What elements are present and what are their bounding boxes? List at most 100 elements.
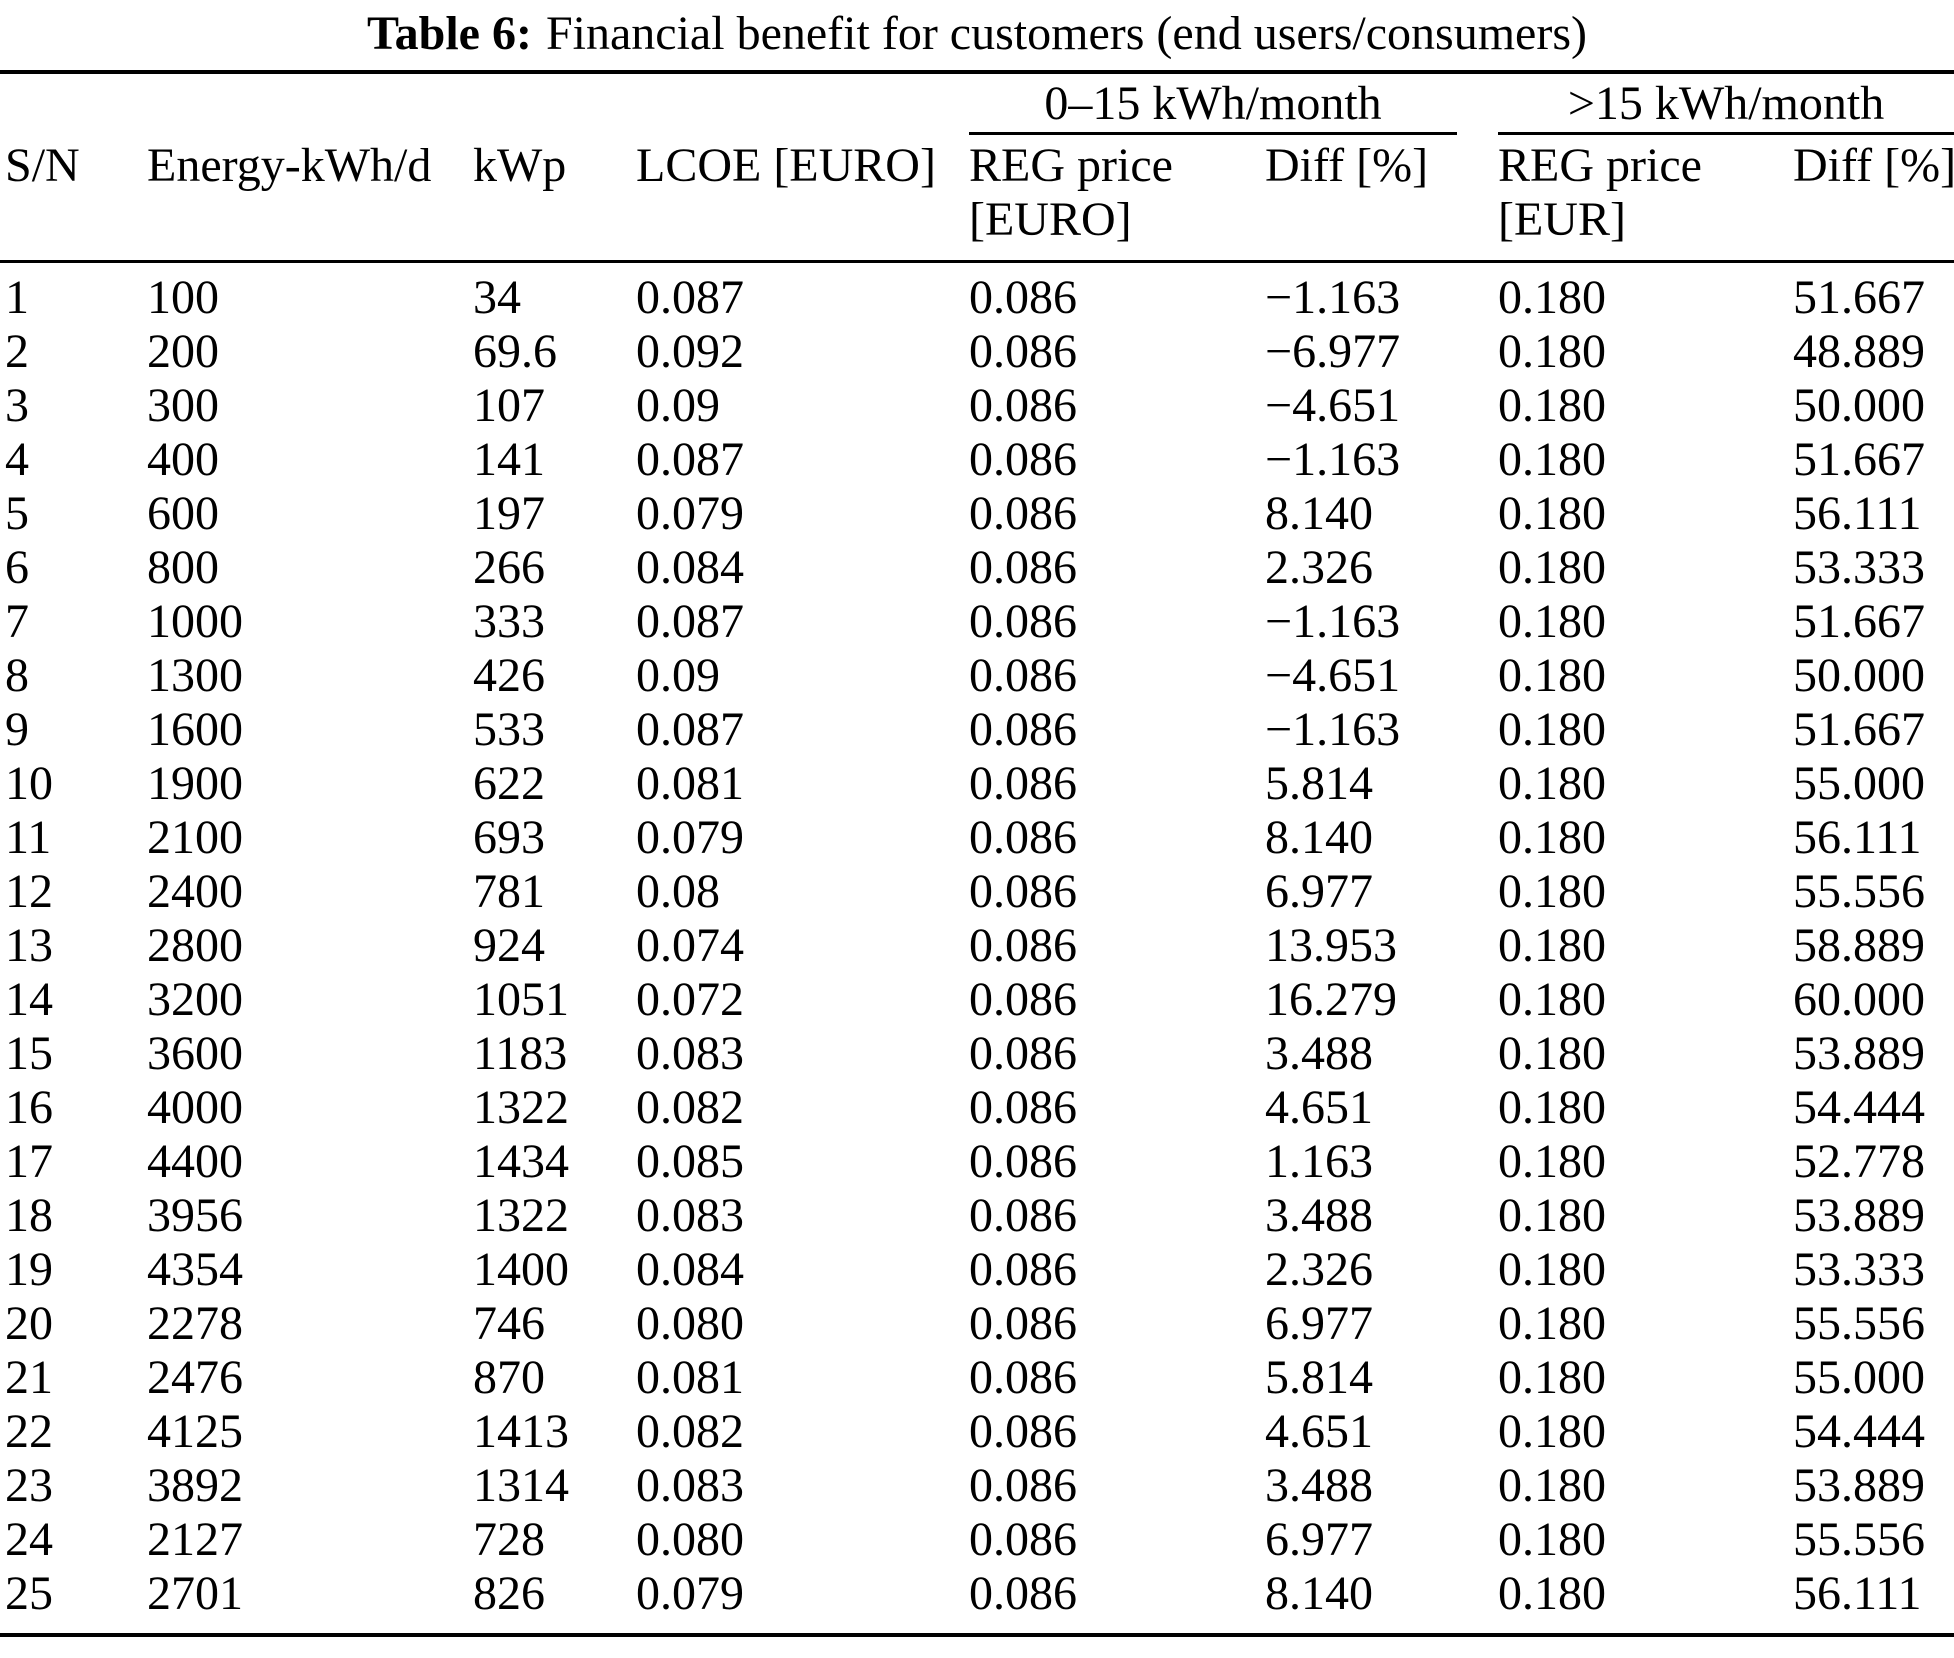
table-row: 14 3200 1051 0.072 0.086 16.279 0.180 60.000 — [0, 973, 1954, 1027]
table-cell-sn: 17 — [5, 1135, 53, 1188]
table-cell-energy: 4000 — [147, 1081, 243, 1134]
table-cell-diff-gt15: 50.000 — [1793, 649, 1925, 702]
table-cell-lcoe: 0.087 — [636, 271, 744, 324]
table-cell-lcoe: 0.082 — [636, 1405, 744, 1458]
table-cell-energy: 2476 — [147, 1351, 243, 1404]
table-cell-kwp: 746 — [473, 1297, 545, 1350]
table-cell-diff-0-15: 3.488 — [1265, 1189, 1373, 1242]
table-cell-reg-price-gt15: 0.180 — [1498, 379, 1606, 432]
table-cell-kwp: 1400 — [473, 1243, 569, 1296]
table-cell-diff-gt15: 56.111 — [1793, 487, 1922, 540]
table-cell-energy: 3200 — [147, 973, 243, 1026]
table-cell-diff-gt15: 60.000 — [1793, 973, 1925, 1026]
column-header-row: S/N Energy-kWh/d kWp LCOE [EURO] REG pri… — [0, 135, 1954, 263]
table-cell-reg-price-0-15: 0.086 — [969, 649, 1077, 702]
table-cell-kwp: 266 — [473, 541, 545, 594]
table-cell-energy: 4125 — [147, 1405, 243, 1458]
table-cell-reg-price-gt15: 0.180 — [1498, 1513, 1606, 1566]
table-cell-sn: 20 — [5, 1297, 53, 1350]
table-row: 21 2476 870 0.081 0.086 5.814 0.180 55.000 — [0, 1351, 1954, 1405]
table-cell-lcoe: 0.081 — [636, 1351, 744, 1404]
table-cell-lcoe: 0.084 — [636, 541, 744, 594]
table-cell-diff-0-15: 5.814 — [1265, 1351, 1373, 1404]
table-cell-sn: 3 — [5, 379, 29, 432]
table-cell-energy: 3600 — [147, 1027, 243, 1080]
table-cell-kwp: 870 — [473, 1351, 545, 1404]
table-cell-diff-gt15: 51.667 — [1793, 703, 1925, 756]
column-header-diff-gt15: Diff [%] — [1793, 135, 1954, 263]
table-cell-diff-0-15: 3.488 — [1265, 1459, 1373, 1512]
table-cell-diff-gt15: 56.111 — [1793, 1567, 1922, 1620]
table-body: 1 100 34 0.087 0.086 −1.163 0.180 51.667 2 200 69.… — [0, 262, 1954, 1636]
table-cell-kwp: 533 — [473, 703, 545, 756]
table-cell-sn: 14 — [5, 973, 53, 1026]
group-header-row: 0–15 kWh/month >15 kWh/month — [0, 72, 1954, 135]
table-cell-lcoe: 0.087 — [636, 595, 744, 648]
table-row: 16 4000 1322 0.082 0.086 4.651 0.180 54.444 — [0, 1081, 1954, 1135]
table-cell-lcoe: 0.092 — [636, 325, 744, 378]
table-cell-reg-price-0-15: 0.086 — [969, 1513, 1077, 1566]
table-cell-diff-gt15: 58.889 — [1793, 919, 1925, 972]
table-cell-reg-price-0-15: 0.086 — [969, 433, 1077, 486]
table-cell-reg-price-gt15: 0.180 — [1498, 865, 1606, 918]
table-cell-reg-price-gt15: 0.180 — [1498, 595, 1606, 648]
table-row: 7 1000 333 0.087 0.086 −1.163 0.180 51.667 — [0, 595, 1954, 649]
table-cell-kwp: 1322 — [473, 1081, 569, 1134]
table-cell-sn: 16 — [5, 1081, 53, 1134]
table-cell-kwp: 826 — [473, 1567, 545, 1620]
table-cell-reg-price-0-15: 0.086 — [969, 1135, 1077, 1188]
table-cell-reg-price-gt15: 0.180 — [1498, 1567, 1606, 1620]
table-cell-sn: 12 — [5, 865, 53, 918]
table-title-label: Table 6: — [367, 7, 532, 60]
column-header-reg-price-gt15: REG price [EUR] — [1498, 135, 1793, 263]
column-header-reg-price-0-15: REG price [EURO] — [969, 135, 1265, 263]
table-cell-energy: 3892 — [147, 1459, 243, 1512]
table-cell-diff-gt15: 53.889 — [1793, 1189, 1925, 1242]
table-cell-sn: 24 — [5, 1513, 53, 1566]
table-cell-diff-gt15: 55.000 — [1793, 1351, 1925, 1404]
table-cell-kwp: 924 — [473, 919, 545, 972]
table-cell-reg-price-0-15: 0.086 — [969, 1351, 1077, 1404]
group-header-0-15-label: 0–15 kWh/month — [969, 76, 1457, 135]
table-row: 15 3600 1183 0.083 0.086 3.488 0.180 53.889 — [0, 1027, 1954, 1081]
table-row: 9 1600 533 0.087 0.086 −1.163 0.180 51.667 — [0, 703, 1954, 757]
table-cell-lcoe: 0.087 — [636, 703, 744, 756]
table-cell-sn: 2 — [5, 325, 29, 378]
table-cell-diff-0-15: 2.326 — [1265, 541, 1373, 594]
table-row: 25 2701 826 0.079 0.086 8.140 0.180 56.111 — [0, 1567, 1954, 1635]
table-cell-diff-gt15: 55.556 — [1793, 865, 1925, 918]
table-cell-lcoe: 0.074 — [636, 919, 744, 972]
table-row: 6 800 266 0.084 0.086 2.326 0.180 53.333 — [0, 541, 1954, 595]
table-cell-energy: 100 — [147, 271, 219, 324]
table-head: 0–15 kWh/month >15 kWh/month S/N Energy-… — [0, 72, 1954, 263]
table-cell-reg-price-gt15: 0.180 — [1498, 433, 1606, 486]
table-cell-sn: 7 — [5, 595, 29, 648]
table-cell-lcoe: 0.080 — [636, 1513, 744, 1566]
table-cell-reg-price-gt15: 0.180 — [1498, 1405, 1606, 1458]
table-cell-energy: 2400 — [147, 865, 243, 918]
table-cell-diff-0-15: 5.814 — [1265, 757, 1373, 810]
table-cell-reg-price-0-15: 0.086 — [969, 541, 1077, 594]
table-cell-reg-price-0-15: 0.086 — [969, 757, 1077, 810]
table-cell-reg-price-0-15: 0.086 — [969, 379, 1077, 432]
table-cell-energy: 2800 — [147, 919, 243, 972]
table-cell-energy: 4354 — [147, 1243, 243, 1296]
table-cell-sn: 8 — [5, 649, 29, 702]
table-row: 4 400 141 0.087 0.086 −1.163 0.180 51.667 — [0, 433, 1954, 487]
column-header-diff-0-15: Diff [%] — [1265, 135, 1498, 263]
table-cell-reg-price-gt15: 0.180 — [1498, 919, 1606, 972]
table-cell-diff-gt15: 53.333 — [1793, 1243, 1925, 1296]
table-cell-kwp: 1051 — [473, 973, 569, 1026]
table-cell-energy: 3956 — [147, 1189, 243, 1242]
table-cell-reg-price-gt15: 0.180 — [1498, 541, 1606, 594]
table-row: 12 2400 781 0.08 0.086 6.977 0.180 55.556 — [0, 865, 1954, 919]
table-cell-diff-0-15: −1.163 — [1265, 433, 1401, 486]
table-cell-diff-0-15: 6.977 — [1265, 1513, 1373, 1566]
table-cell-sn: 1 — [5, 271, 29, 324]
table-cell-lcoe: 0.082 — [636, 1081, 744, 1134]
table-cell-diff-gt15: 54.444 — [1793, 1081, 1925, 1134]
table-cell-lcoe: 0.072 — [636, 973, 744, 1026]
column-header-sn: S/N — [0, 135, 147, 263]
group-header-gt15-label: >15 kWh/month — [1498, 76, 1954, 135]
